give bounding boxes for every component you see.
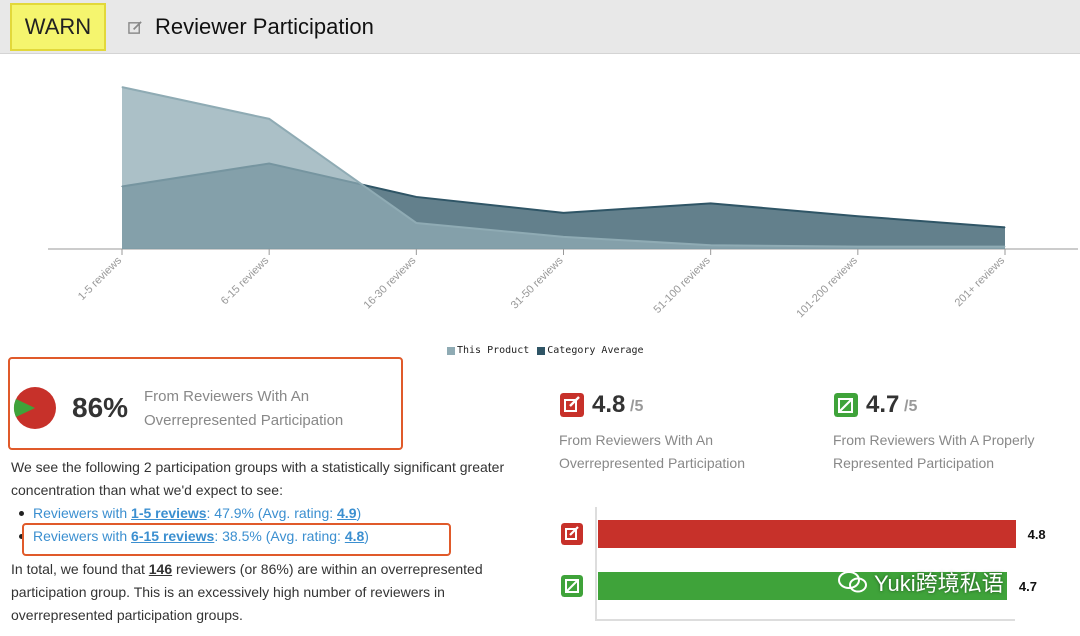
group-suffix: ) <box>356 505 362 521</box>
legend-item-this-product: This Product <box>447 345 529 356</box>
edit-check-icon <box>834 393 858 417</box>
data-point <box>1004 246 1006 248</box>
group-link[interactable]: 1-5 reviews <box>131 505 207 521</box>
rating-denominator: /5 <box>630 398 644 415</box>
x-tick-label: 201+ reviews <box>953 254 1008 309</box>
warn-badge: WARN <box>10 3 106 51</box>
rating-description: From Reviewers With A Properly Represent… <box>833 432 1035 471</box>
legend-label: This Product <box>457 345 530 356</box>
rating-link[interactable]: 4.8 <box>344 528 365 544</box>
x-tick-label: 51-100 reviews <box>652 254 714 316</box>
intro-paragraph: We see the following 2 participation gro… <box>11 459 505 498</box>
rating-link[interactable]: 4.9 <box>337 505 357 521</box>
rating-denominator: /5 <box>904 398 918 415</box>
bar-value-label: 4.8 <box>1027 527 1046 542</box>
legend-swatch <box>537 346 546 355</box>
group-mid: : 47.9% (Avg. rating: <box>206 505 338 521</box>
rating-value: 4.8 <box>592 391 626 418</box>
area-series-this-product <box>122 87 1005 250</box>
overrepresented-description: From Reviewers With An Overrepresented P… <box>144 388 344 429</box>
reviewer-count: 146 <box>148 561 173 577</box>
x-tick-label: 6-15 reviews <box>219 254 272 307</box>
rating-bar-proper <box>598 572 1007 600</box>
legend-item-category-average: Category Average <box>537 345 644 356</box>
data-point <box>415 196 417 198</box>
page-title: Reviewer Participation <box>155 14 374 39</box>
x-tick-label: 1-5 reviews <box>76 254 125 303</box>
total-text-before: In total, we found that <box>11 561 149 577</box>
chart-legend: This Product Category Average <box>447 345 644 356</box>
group-link[interactable]: 6-15 reviews <box>131 528 215 544</box>
bar-axis-x <box>595 619 1015 621</box>
data-point <box>563 212 564 214</box>
overrepresented-percent: 86% <box>72 392 129 423</box>
group-prefix: Reviewers with <box>33 505 132 521</box>
total-text-after: reviewers (or 86%) are within an overrep… <box>11 561 483 623</box>
group-suffix: ) <box>364 528 369 544</box>
summary-highlight-box <box>8 357 403 450</box>
group-mid: : 38.5% (Avg. rating: <box>214 528 345 544</box>
group-highlight-box <box>22 523 451 556</box>
watermark-text: Yuki跨境私语 <box>874 571 1004 596</box>
edit-icon <box>561 523 583 545</box>
group-list: Reviewers with 1-5 reviews: 47.9% (Avg. … <box>19 502 369 548</box>
participation-area-chart: 1-5 reviews 6-15 reviews 16-30 reviews 31-5… <box>48 86 1078 320</box>
data-point <box>857 246 859 248</box>
pie-slice-rest <box>13 399 35 417</box>
data-point <box>857 215 859 217</box>
x-tick-label: 101-200 reviews <box>794 254 860 320</box>
rating-bar-overrepresented <box>598 520 1016 548</box>
edit-icon <box>560 393 584 417</box>
group-prefix: Reviewers with <box>33 528 132 544</box>
data-point <box>415 222 417 224</box>
edit-icon <box>128 21 142 34</box>
x-tick-label: 16-30 reviews <box>362 254 419 311</box>
rating-value: 4.7 <box>866 391 900 418</box>
legend-swatch <box>447 346 455 355</box>
data-point <box>563 236 564 238</box>
header-bar: WARN Reviewer Participation <box>0 0 1080 54</box>
edit-check-icon <box>561 575 583 597</box>
wechat-icon <box>838 571 867 593</box>
total-paragraph: In total, we found that 146 reviewers (o… <box>11 558 521 627</box>
bar-value-label: 4.7 <box>1018 579 1037 594</box>
bar-axis-y <box>595 507 597 621</box>
data-point <box>710 202 712 204</box>
watermark: Yuki跨境私语 <box>838 566 1004 598</box>
list-item: Reviewers with 1-5 reviews: 47.9% (Avg. … <box>19 502 369 525</box>
list-item: Reviewers with 6-15 reviews: 38.5% (Avg.… <box>19 525 369 548</box>
overrepresented-pie-chart <box>13 387 56 429</box>
data-point <box>268 118 270 120</box>
data-point <box>121 86 123 88</box>
legend-label: Category Average <box>547 345 644 356</box>
data-point <box>710 244 712 246</box>
x-tick-label: 31-50 reviews <box>509 254 566 311</box>
data-point <box>1004 226 1006 228</box>
rating-description: From Reviewers With An Overrepresented P… <box>559 432 745 471</box>
